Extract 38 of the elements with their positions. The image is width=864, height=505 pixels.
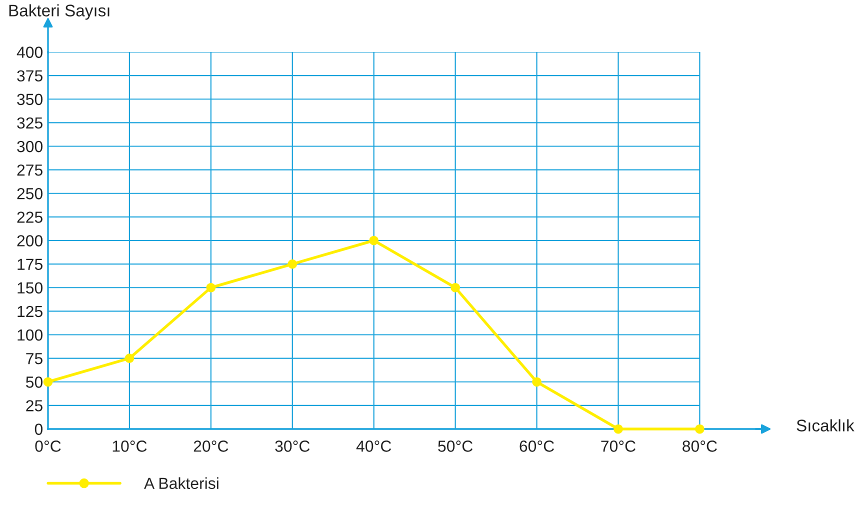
point <box>614 424 623 434</box>
x-tick-label: 50°C <box>438 440 473 452</box>
point <box>369 236 379 246</box>
y-tick-label: 125 <box>18 306 42 318</box>
point <box>206 282 216 292</box>
y-tick-label: 200 <box>17 235 43 246</box>
x-axis-title: Sıcaklık <box>796 419 854 432</box>
x-tick-label: 20°C <box>194 440 228 452</box>
x-tick-label: 80°C <box>682 440 717 452</box>
point <box>695 424 704 434</box>
x-tick-label: 60°C <box>520 440 554 452</box>
x-tick-label: 40°C <box>356 440 392 452</box>
y-tick-label: 50 <box>26 376 43 388</box>
y-axis-title: Bakteri Sayısı <box>9 4 110 20</box>
y-tick-label: 0 <box>34 424 43 435</box>
y-tick-label: 400 <box>16 46 43 58</box>
point <box>43 377 53 387</box>
x-tick-label: 10°C <box>112 440 147 452</box>
x-tick-label: 0°C <box>35 440 61 452</box>
point <box>532 377 542 387</box>
y-tick-label: 325 <box>17 117 42 129</box>
y-tick-label: 250 <box>17 188 43 200</box>
y-tick-label: 100 <box>18 329 43 341</box>
y-tick-label: 275 <box>17 164 42 176</box>
y-tick-label: 350 <box>17 94 43 106</box>
y-tick-label: 75 <box>26 353 42 364</box>
y-tick-label: 300 <box>17 140 43 152</box>
legend-label: A Bakterisi <box>144 477 218 490</box>
x-tick-label: 30°C <box>275 440 310 452</box>
y-tick-label: 150 <box>18 282 43 294</box>
point <box>450 282 460 292</box>
y-tick-label: 375 <box>17 70 42 82</box>
y-tick-label: 175 <box>18 258 42 270</box>
point <box>288 259 298 269</box>
y-tick-label: 25 <box>26 400 42 412</box>
x-tick-label: 70°C <box>601 440 636 452</box>
y-tick-label: 225 <box>17 212 42 223</box>
point <box>124 354 134 363</box>
